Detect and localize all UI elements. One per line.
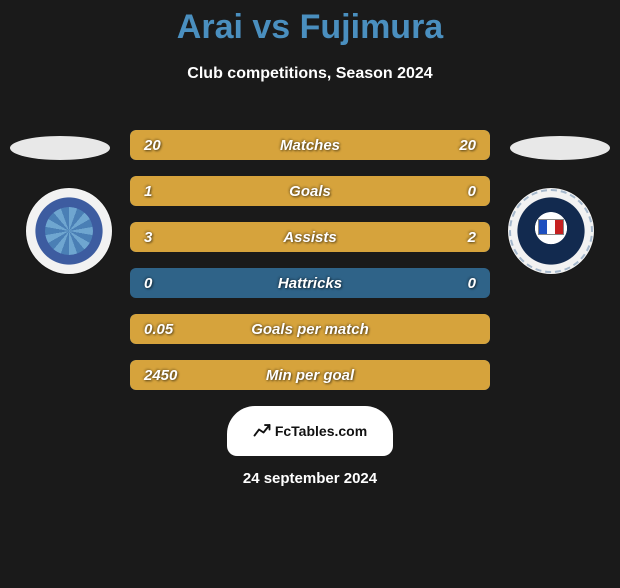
stat-label: Assists [283,229,336,246]
stat-label: Goals per match [251,321,369,338]
stat-row-goals: 1 Goals 0 [130,176,490,206]
subtitle: Club competitions, Season 2024 [0,65,620,83]
crest-flag-icon [538,219,564,235]
stat-row-goals-per-match: 0.05 Goals per match [130,314,490,344]
watermark: FcTables.com [227,406,393,456]
stat-value-left: 20 [144,137,161,154]
stat-label: Min per goal [266,367,354,384]
crest-center-icon [527,207,575,255]
team-crest-right [508,188,594,274]
stat-label: Goals [289,183,331,200]
stat-value-right: 0 [468,183,476,200]
stat-value-right: 0 [468,275,476,292]
stat-value-left: 2450 [144,367,177,384]
page-title: Arai vs Fujimura [0,8,620,47]
stats-bars: 20 Matches 20 1 Goals 0 3 Assists 2 0 Ha… [130,130,490,487]
stat-value-left: 0.05 [144,321,173,338]
stat-row-hattricks: 0 Hattricks 0 [130,268,490,298]
stat-value-right: 2 [468,229,476,246]
stat-value-left: 3 [144,229,152,246]
stat-value-right: 20 [459,137,476,154]
shadow-ellipse-right [510,136,610,160]
date-label: 24 september 2024 [130,470,490,487]
chart-line-icon [253,422,271,440]
stat-row-matches: 20 Matches 20 [130,130,490,160]
shadow-ellipse-left [10,136,110,160]
team-crest-left [26,188,112,274]
stat-value-left: 1 [144,183,152,200]
stat-value-left: 0 [144,275,152,292]
stat-row-assists: 3 Assists 2 [130,222,490,252]
crest-pattern-icon [45,207,93,255]
watermark-text: FcTables.com [275,423,367,439]
stat-label: Hattricks [278,275,342,292]
stat-label: Matches [280,137,340,154]
stat-row-min-per-goal: 2450 Min per goal [130,360,490,390]
